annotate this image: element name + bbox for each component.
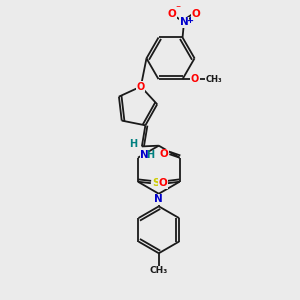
Text: ⁻: ⁻: [175, 4, 180, 14]
Text: S: S: [152, 178, 160, 188]
Text: O: O: [190, 74, 198, 84]
Text: H: H: [146, 150, 154, 160]
Text: H: H: [129, 140, 137, 149]
Text: O: O: [160, 149, 168, 159]
Text: O: O: [192, 9, 201, 19]
Text: N: N: [154, 194, 163, 204]
Text: O: O: [158, 178, 167, 188]
Text: O: O: [137, 82, 145, 92]
Text: O: O: [167, 9, 176, 19]
Text: N: N: [180, 17, 188, 27]
Text: CH₃: CH₃: [150, 266, 168, 275]
Text: CH₃: CH₃: [206, 75, 223, 84]
Text: +: +: [186, 16, 193, 25]
Text: N: N: [140, 150, 149, 160]
